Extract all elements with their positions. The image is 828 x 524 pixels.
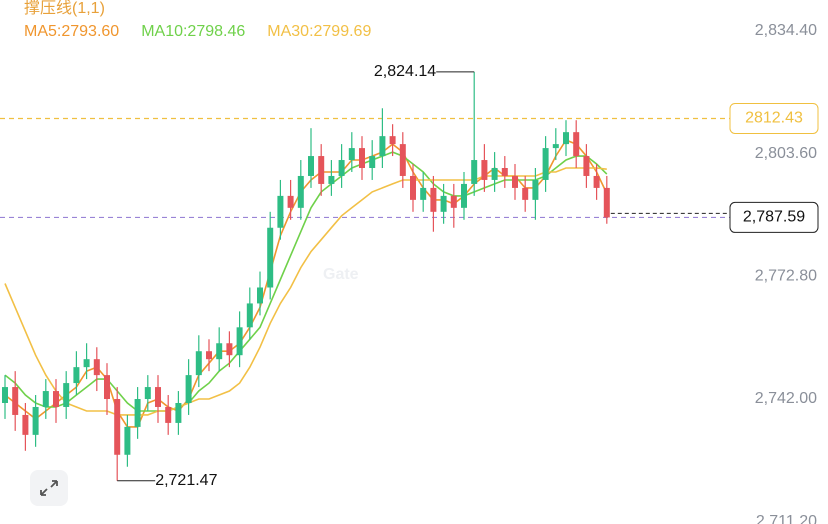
legend-entry: MA5:2793.60 [24,23,119,40]
candle-body [42,391,49,407]
candle-body [593,175,600,188]
candle-body [134,399,141,427]
candle-body [124,426,131,455]
candle-body [287,195,294,208]
candle-body [471,160,478,184]
candle-body [297,175,304,208]
legend-title: 撑压线(1,1) [24,0,105,17]
candle-body [175,402,182,423]
candle-body [236,327,243,356]
candle-body [359,148,365,169]
y-tick-label: 2,834.40 [755,22,817,39]
candle-body [83,359,90,368]
candle-body [216,343,223,360]
candle-body [73,367,80,384]
candle-body [440,195,447,212]
expand-button[interactable] [30,470,68,506]
candle-body [430,187,437,212]
candle-body [114,399,121,455]
candle-body [522,187,529,200]
candle-body [491,168,498,180]
candle-body [348,148,355,161]
candle-body [226,343,233,356]
candle-body [461,183,467,208]
candle-body [389,136,396,145]
candle-body [542,148,549,180]
y-tick-label: 2,742.00 [755,390,817,407]
price-tag-box [729,201,819,233]
annotation-label: 2,824.14 [374,63,436,80]
candle-body [450,195,457,208]
legend-entry: MA30:2799.69 [267,23,371,40]
candle-body [583,156,590,176]
price-tag-box [729,102,819,134]
candle-body [63,383,70,407]
candle-body [12,387,19,415]
candle-body [2,387,8,403]
candle-body [277,195,284,228]
candle-body [32,406,39,435]
candle-body [410,175,416,200]
expand-bg[interactable] [30,470,68,506]
candle-body [369,156,376,169]
candle-body [165,406,172,423]
candle-body [144,387,151,400]
candle-body [257,287,263,304]
candle-body [267,227,274,288]
candle-body [399,144,406,176]
candle-body [195,351,202,376]
price-tag: 2812.43 [729,102,819,134]
candle-body [246,303,253,328]
candle-body [481,160,488,180]
legend-entry: MA10:2798.46 [141,23,245,40]
candle-body [308,156,314,176]
expand-icon[interactable] [40,480,58,496]
price-tag-label: 2812.43 [745,110,803,127]
y-tick-label: 2,803.60 [755,145,817,162]
candle-body [104,375,110,400]
ma-line [4,167,607,416]
candle-body [53,391,59,407]
candle-body [22,414,29,435]
candle-body [532,179,539,200]
candle-body [155,387,161,407]
candle-body [573,132,580,157]
candle-body [552,144,559,149]
price-tag: 2,787.59 [729,201,819,233]
watermark: Gate [323,266,359,283]
price-tag-label: 2,787.59 [743,209,805,226]
annotation-label: 2,721.47 [155,472,217,489]
candle-body [420,187,427,200]
candle-body [338,160,345,176]
y-tick-label: 2,772.80 [755,268,817,285]
candle-body [206,351,212,360]
y-tick-label: 2,711.20 [756,513,817,524]
candle-body [328,175,335,184]
candle-body [512,175,518,188]
candle-body [318,156,325,184]
candle-body [501,168,508,176]
candle-body [379,136,386,157]
candle-body [603,187,610,218]
candle-body [185,375,192,403]
candle-body [93,359,100,376]
candle-body [563,132,569,145]
